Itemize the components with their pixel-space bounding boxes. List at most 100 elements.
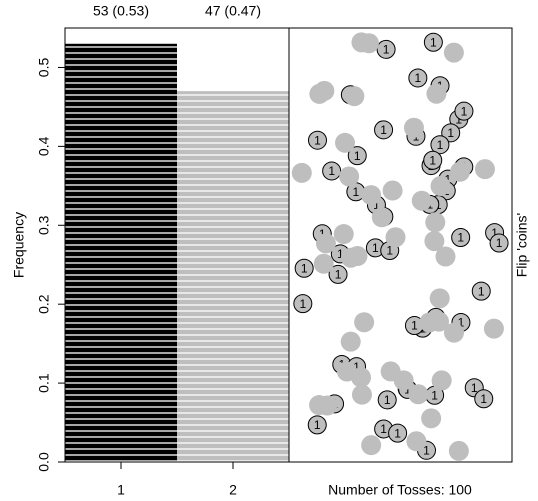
coin-head <box>294 258 314 278</box>
coin-label: 1 <box>353 360 360 374</box>
coin-label: 1 <box>496 236 503 250</box>
bar-hatch <box>177 91 289 463</box>
y-tick-label: 0.2 <box>36 294 52 314</box>
coin-label: 1 <box>373 198 380 212</box>
coin-tail <box>426 83 447 104</box>
coin-label: 1 <box>314 133 321 147</box>
coin-tail <box>403 117 424 138</box>
coin-label: 1 <box>411 319 418 333</box>
coin-head <box>471 281 491 301</box>
coin-head <box>451 228 471 248</box>
coin-tail <box>411 190 432 211</box>
coin-label: 1 <box>430 35 437 49</box>
coin-head <box>322 161 342 181</box>
coin-label: 1 <box>301 261 308 275</box>
coin-label: 1 <box>335 268 342 282</box>
coin-label: 1 <box>394 426 401 440</box>
coin-label: 1 <box>437 138 444 152</box>
coin-label: 1 <box>384 393 391 407</box>
coin-tail <box>335 132 356 153</box>
coin-tail <box>351 384 372 405</box>
coin-tail <box>429 311 450 332</box>
coin-tail <box>443 322 464 343</box>
coin-head <box>430 135 450 155</box>
coin-label: 1 <box>455 112 462 126</box>
coin-tail <box>474 159 495 180</box>
coin-tail <box>431 370 452 391</box>
coin-label: 1 <box>461 104 468 118</box>
coin-label: 1 <box>415 71 422 85</box>
coin-tail <box>371 207 392 228</box>
coin-label: 1 <box>429 153 436 167</box>
coin-tail <box>443 42 464 63</box>
coin-label: 1 <box>380 123 387 137</box>
coin-tail <box>339 166 360 187</box>
coin-head <box>388 423 408 443</box>
coin-tail <box>483 318 504 339</box>
coin-tail <box>435 246 456 267</box>
coin-head <box>377 390 397 410</box>
coin-head <box>307 415 327 435</box>
coin-tail <box>313 253 334 274</box>
coin-label: 1 <box>447 126 454 140</box>
coin-label: 1 <box>480 392 487 406</box>
coin-tail <box>347 246 368 267</box>
coin-label: 1 <box>478 284 485 298</box>
coin-tail <box>361 435 382 456</box>
coin-label: 1 <box>491 226 498 240</box>
coin-tail <box>309 395 330 416</box>
coin-label: 1 <box>354 149 361 163</box>
coin-tail <box>333 224 354 245</box>
coin-label: 1 <box>299 297 306 311</box>
coin-label: 1 <box>445 172 452 186</box>
coin-tail <box>406 431 427 452</box>
coin-tail <box>358 33 379 54</box>
coin-head <box>474 389 494 409</box>
coin-label: 1 <box>353 185 360 199</box>
coin-tail <box>430 176 451 197</box>
coin-tail <box>315 233 336 254</box>
y-axis-label: Frequency <box>11 212 27 278</box>
coin-label: 1 <box>383 43 390 57</box>
x-axis-label: Number of Tosses: 100 <box>328 482 472 498</box>
coin-tail <box>361 185 382 206</box>
coin-label: 1 <box>404 383 411 397</box>
coin-head <box>328 264 348 284</box>
x-tick-label: 2 <box>229 482 237 498</box>
coin-tail <box>354 312 375 333</box>
coin-head <box>489 233 509 253</box>
y-tick-label: 0.5 <box>36 58 52 78</box>
coin-head <box>347 146 367 166</box>
value-label: 53 (0.53) <box>93 3 149 19</box>
coin-label: 1 <box>457 231 464 245</box>
coin-tail <box>382 180 403 201</box>
coin-head <box>423 150 443 170</box>
right-label: Flip 'coins' <box>514 213 530 277</box>
coin-tail <box>314 80 335 101</box>
value-label: 47 (0.47) <box>205 3 261 19</box>
coin-head <box>454 101 474 121</box>
coin-tail <box>351 367 372 388</box>
y-tick-label: 0.1 <box>36 373 52 393</box>
coin-tail <box>291 162 312 183</box>
coin-tail <box>425 212 446 233</box>
coin-tail <box>340 331 361 352</box>
coin-label: 1 <box>314 418 321 432</box>
coin-tail <box>424 231 445 252</box>
coin-label: 1 <box>431 388 438 402</box>
y-tick-label: 0.4 <box>36 136 52 156</box>
coin-head <box>408 68 428 88</box>
coin-head <box>293 294 313 314</box>
coin-label: 1 <box>471 381 478 395</box>
coin-label: 1 <box>423 443 430 457</box>
coin-label: 1 <box>386 244 393 258</box>
coin-head <box>441 123 461 143</box>
coin-label: 1 <box>372 241 379 255</box>
x-tick-label: 1 <box>117 482 125 498</box>
coin-tail <box>408 384 429 405</box>
y-tick-label: 0.3 <box>36 215 52 235</box>
coin-tail <box>429 288 450 309</box>
coin-tail <box>448 440 469 461</box>
coin-head <box>376 39 396 59</box>
